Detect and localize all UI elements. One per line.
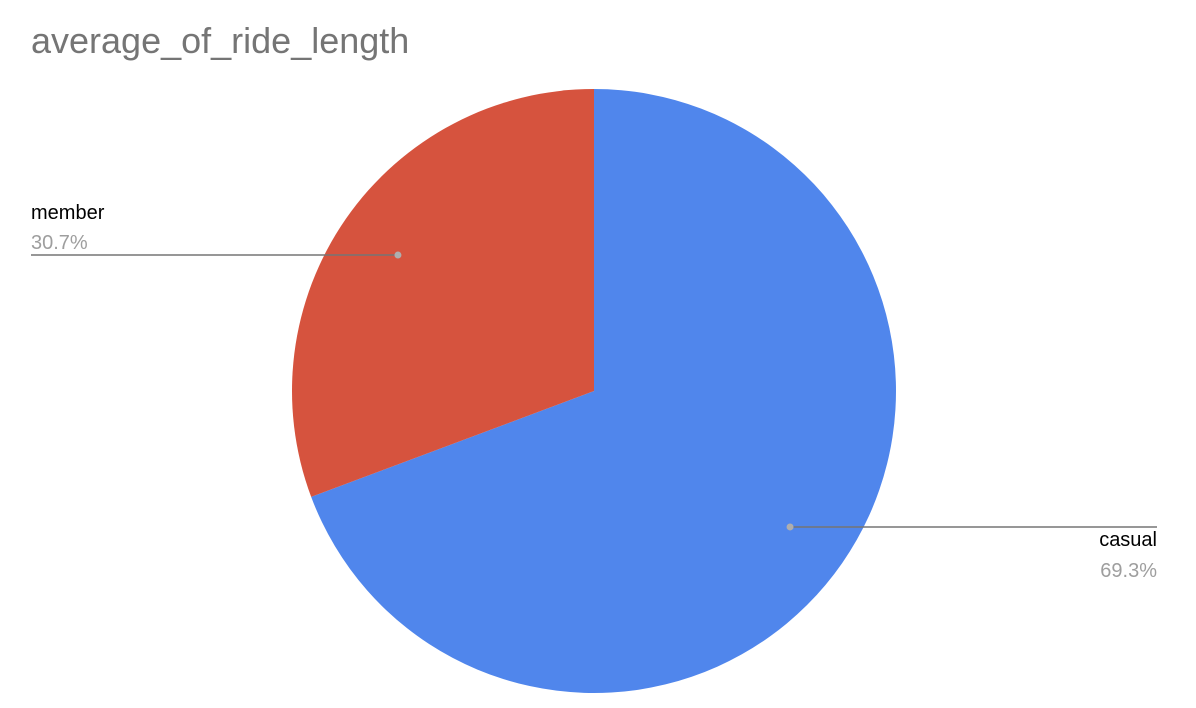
slice-label-member: member — [31, 202, 105, 224]
pie-slices — [291, 89, 896, 693]
pie-slice-member[interactable] — [291, 89, 594, 497]
pie-slice-casual[interactable] — [311, 89, 896, 693]
slice-percent-member: 30.7% — [31, 232, 88, 254]
leader-dot-member — [394, 251, 402, 259]
slice-percent-casual: 69.3% — [1100, 560, 1157, 582]
chart-title: average_of_ride_length — [31, 20, 410, 61]
slice-labels: casual 69.3% member 30.7% — [31, 202, 1157, 582]
slice-label-casual: casual — [1099, 529, 1157, 551]
leader-dot-casual — [786, 523, 794, 531]
